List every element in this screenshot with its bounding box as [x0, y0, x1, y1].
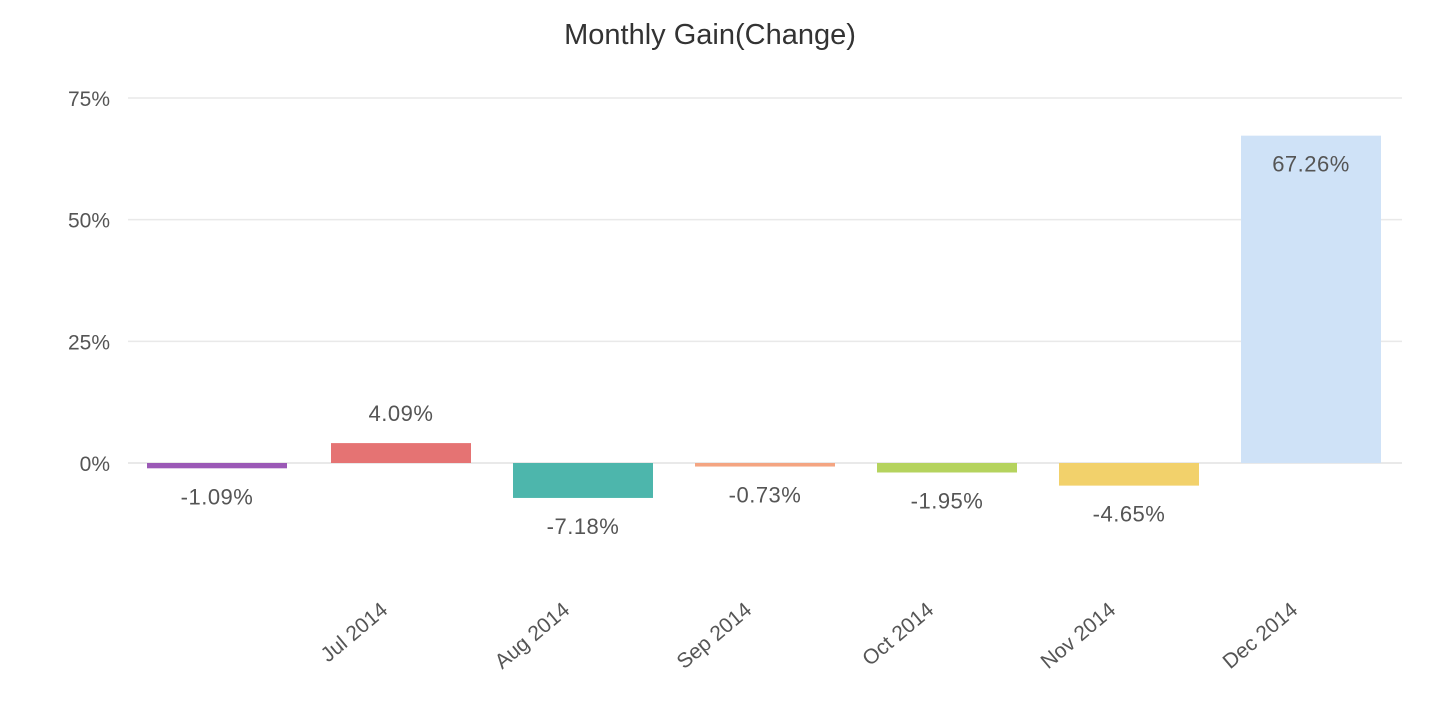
- data-label: -4.65%: [1093, 502, 1166, 527]
- y-axis: 0% 25% 50% 75%: [68, 88, 110, 476]
- data-label: -7.18%: [547, 514, 620, 539]
- data-label: 4.09%: [369, 401, 434, 426]
- bar-jul-2014[interactable]: [331, 443, 471, 463]
- bar-first[interactable]: [147, 463, 287, 469]
- x-tick-label: Aug 2014: [491, 598, 575, 674]
- data-label: -0.73%: [729, 483, 802, 508]
- bar-nov-2014[interactable]: [1059, 463, 1199, 486]
- y-tick-label: 75%: [68, 88, 110, 111]
- x-tick-label: Jul 2014: [317, 598, 393, 667]
- labels-layer: -1.09% 4.09% -7.18% -0.73% -1.95% -4.65% 67.26…: [181, 152, 1350, 539]
- bar-aug-2014[interactable]: [513, 463, 653, 498]
- bars-layer: [147, 135, 1381, 498]
- data-label: -1.09%: [181, 484, 254, 509]
- x-tick-label: Oct 2014: [858, 598, 938, 671]
- y-tick-label: 25%: [68, 331, 110, 354]
- bar-dec-2014[interactable]: [1241, 135, 1381, 463]
- chart-title: Monthly Gain(Change): [564, 19, 856, 51]
- data-label: -1.95%: [911, 488, 984, 513]
- grid-layer: [128, 97, 1402, 464]
- y-tick-label: 50%: [68, 210, 110, 233]
- x-tick-label: Sep 2014: [673, 598, 757, 674]
- data-label: 67.26%: [1272, 152, 1350, 177]
- x-tick-label: Dec 2014: [1219, 598, 1303, 674]
- x-axis: Jul 2014 Aug 2014 Sep 2014 Oct 2014 Nov 2014…: [317, 598, 1303, 674]
- y-tick-label: 0%: [80, 453, 110, 476]
- x-tick-label: Nov 2014: [1037, 598, 1121, 674]
- bar-oct-2014[interactable]: [877, 463, 1017, 473]
- bar-sep-2014[interactable]: [695, 463, 835, 467]
